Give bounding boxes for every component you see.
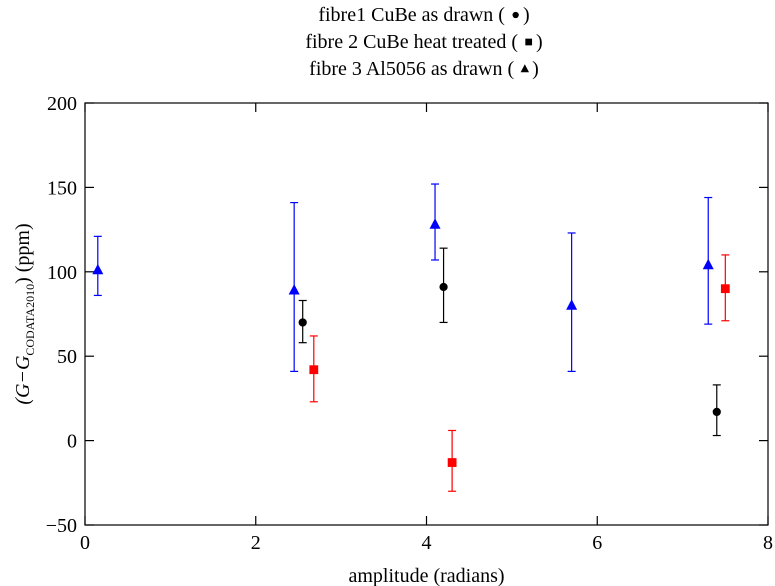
title-line: fibre1 CuBe as drawn ( ) <box>318 4 529 26</box>
y-tick-label: −50 <box>46 515 77 537</box>
title-line: fibre 2 CuBe heat treated ( ) <box>305 31 542 53</box>
data-point-triangle <box>288 284 300 295</box>
x-tick-label: 2 <box>251 532 261 554</box>
y-tick-label: 150 <box>47 177 77 199</box>
title-line: fibre 3 Al5056 as drawn ( ) <box>309 58 539 80</box>
x-tick-label: 0 <box>80 532 90 554</box>
x-axis-label: amplitude (radians) <box>348 565 504 586</box>
data-point-circle <box>298 318 307 327</box>
data-point-circle <box>712 407 721 417</box>
y-tick-label: 50 <box>57 346 77 368</box>
x-tick-label: 4 <box>422 532 432 554</box>
data-point-triangle <box>702 258 714 270</box>
data-points <box>92 183 730 492</box>
data-point-triangle <box>92 263 104 275</box>
data-point-square <box>720 284 730 294</box>
title-marker-circle <box>512 11 519 19</box>
title-marker-square <box>525 38 533 46</box>
chart-title: fibre1 CuBe as drawn ( ) fibre 2 CuBe hea… <box>305 4 542 80</box>
x-tick-label: 6 <box>592 532 602 554</box>
data-point-circle <box>439 282 448 292</box>
title-marker-triangle <box>520 64 530 73</box>
x-tick-label: 8 <box>763 532 773 554</box>
y-axis-label: (G−GCODATA2010) (ppm) <box>12 223 37 404</box>
y-tick-label: 0 <box>67 431 77 453</box>
data-point-square <box>309 365 319 375</box>
data-point-triangle <box>566 299 578 310</box>
data-point-triangle <box>429 218 441 229</box>
y-tick-label: 100 <box>47 262 77 284</box>
data-point-square <box>447 458 457 467</box>
plot-frame <box>84 102 769 526</box>
y-tick-label: 200 <box>47 93 77 115</box>
